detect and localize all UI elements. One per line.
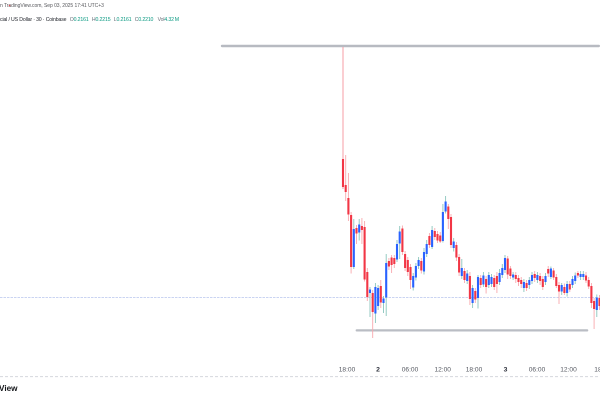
svg-text:06:00: 06:00 xyxy=(402,366,419,373)
svg-text:12:00: 12:00 xyxy=(434,366,451,373)
svg-text:06:00: 06:00 xyxy=(529,366,546,373)
svg-text:3: 3 xyxy=(504,366,508,373)
svg-text:n TradingView.com, Sep 03, 202: n TradingView.com, Sep 03, 2025 17:41 UT… xyxy=(0,3,104,9)
svg-text:2: 2 xyxy=(376,366,380,373)
svg-text:18:00: 18:00 xyxy=(466,366,483,373)
svg-text:18:0: 18:0 xyxy=(594,366,600,373)
svg-text:12:00: 12:00 xyxy=(560,366,577,373)
svg-text:18:00: 18:00 xyxy=(339,366,356,373)
svg-text:View: View xyxy=(0,384,18,393)
